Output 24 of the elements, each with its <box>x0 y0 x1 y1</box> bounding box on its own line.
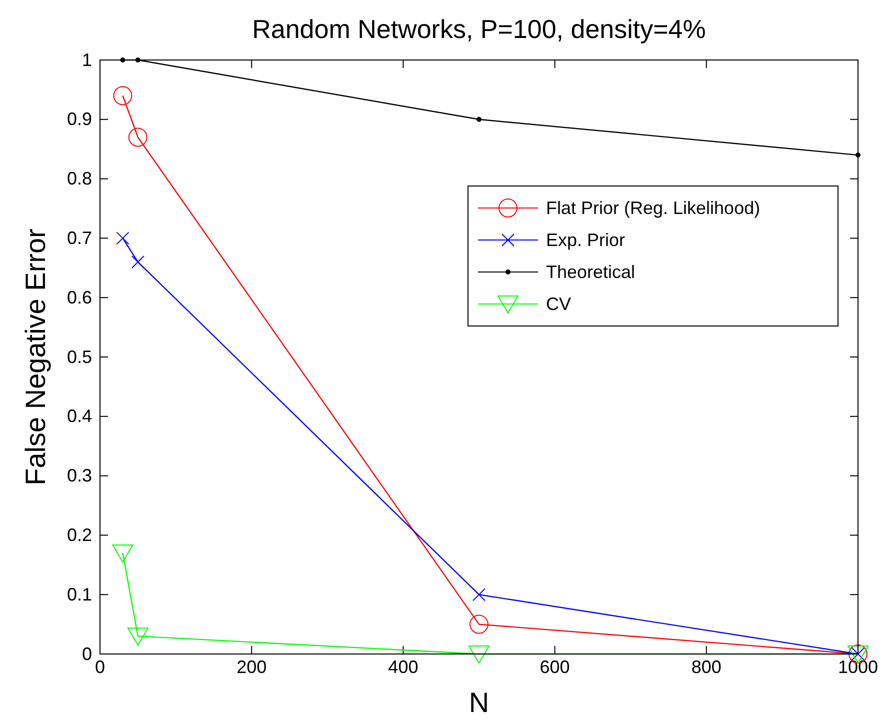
x-tick-label: 600 <box>540 656 570 677</box>
y-tick-label: 1 <box>82 50 92 70</box>
legend-label: Theoretical <box>546 262 636 282</box>
legend-label: CV <box>546 294 572 314</box>
legend-label: Flat Prior (Reg. Likelihood) <box>546 198 760 218</box>
y-tick-label: 0.1 <box>66 584 92 604</box>
legend-label: Exp. Prior <box>546 230 626 250</box>
y-tick-label: 0.5 <box>66 346 92 367</box>
chart-title: Random Networks, P=100, density=4% <box>252 14 706 44</box>
x-tick-label: 200 <box>236 656 267 677</box>
x-tick-label: 1000 <box>838 656 878 677</box>
y-tick-label: 0.3 <box>66 466 92 486</box>
y-tick-label: 0 <box>82 644 92 664</box>
y-tick-label: 0.4 <box>66 406 92 426</box>
y-tick-label: 0.8 <box>66 168 92 189</box>
x-tick-label: 0 <box>94 656 106 677</box>
x-tick-label: 400 <box>388 656 418 677</box>
y-tick-label: 0.9 <box>66 109 92 130</box>
y-tick-label: 0.6 <box>66 287 92 308</box>
x-tick-label: 800 <box>691 656 722 677</box>
y-axis-title: False Negative Error <box>20 228 51 486</box>
y-tick-label: 0.7 <box>66 228 92 248</box>
x-axis-title: N <box>468 687 490 718</box>
y-tick-label: 0.2 <box>66 524 92 545</box>
